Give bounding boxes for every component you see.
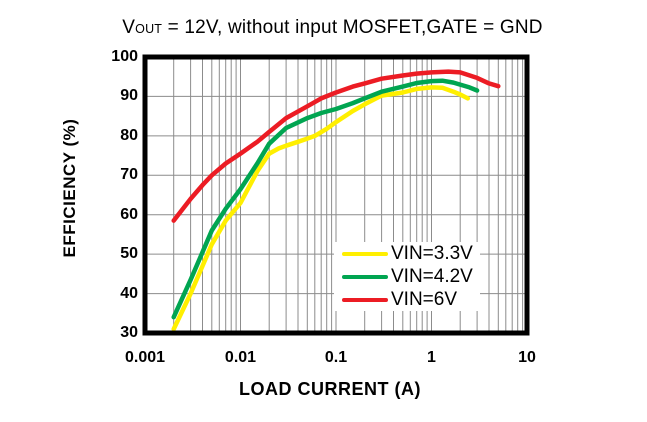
legend-swatch (342, 274, 388, 279)
y-tick-label: 40 (120, 284, 138, 302)
series-curve-VIN=3.3V (171, 85, 471, 332)
y-tick-label: 90 (120, 87, 138, 105)
y-tick-label: 70 (120, 166, 138, 184)
legend-item-VIN=6V: VIN=6V (342, 288, 480, 311)
legend-item-VIN=4.2V: VIN=4.2V (342, 265, 480, 288)
y-tick-label: 80 (120, 126, 138, 144)
legend-item-VIN=3.3V: VIN=3.3V (342, 242, 480, 265)
series-curve-VIN=6V (171, 69, 501, 223)
x-tick-label: 0.001 (124, 349, 166, 366)
x-axis-title: LOAD CURRENT (A) (239, 379, 421, 399)
title-text: = 12V, without input MOSFET,GATE = GND (162, 17, 543, 38)
x-tick-label: 10 (518, 349, 536, 366)
y-axis-title: EFFICIENCY (%) (60, 118, 79, 258)
legend: VIN=3.3V VIN=4.2V VIN=6V (334, 242, 480, 311)
legend-label: VIN=3.3V (391, 242, 473, 264)
title-vout-v: V (122, 17, 136, 38)
y-tick-label: 100 (111, 48, 138, 65)
y-tick-label: 50 (120, 245, 138, 263)
plot-frame (142, 54, 530, 336)
y-tick-label: 60 (120, 205, 138, 223)
series-curve-VIN=4.2V (171, 78, 480, 320)
chart-title: VOUT = 12V, without input MOSFET,GATE = … (18, 17, 647, 39)
legend-swatch (342, 297, 388, 302)
x-tick-label: 1 (427, 349, 436, 366)
x-tick-label: 0.01 (224, 349, 257, 366)
legend-label: VIN=4.2V (391, 265, 473, 287)
title-vout-subscript: OUT (135, 22, 163, 36)
y-tick-label: 30 (120, 324, 138, 341)
legend-label: VIN=6V (391, 288, 458, 310)
x-tick-label: 0.1 (324, 349, 348, 366)
legend-swatch (342, 251, 388, 256)
